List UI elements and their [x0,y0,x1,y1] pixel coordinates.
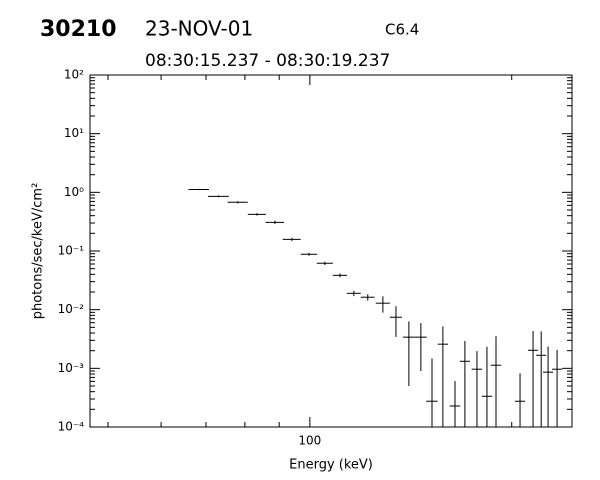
y-tick-label: 10⁻⁴ [58,420,85,434]
x-axis-label: Energy (keV) [289,458,373,473]
flare-class: C6.4 [385,21,419,39]
y-tick-label: 10⁻¹ [58,244,85,258]
y-tick-label: 10² [64,68,84,82]
y-tick-label: 10⁻³ [58,361,85,375]
y-tick-label: 10⁻² [58,302,85,316]
x-tick-label: 100 [298,434,321,448]
y-tick-label: 10⁰ [64,185,84,199]
plot-frame [89,74,573,428]
observation-date: 23-NOV-01 [145,17,253,41]
y-axis-label: photons/sec/keV/cm² [31,183,46,320]
time-range: 08:30:15.237 - 08:30:19.237 [145,51,390,71]
observation-id: 30210 [40,17,117,42]
y-tick-label: 10¹ [64,126,84,140]
